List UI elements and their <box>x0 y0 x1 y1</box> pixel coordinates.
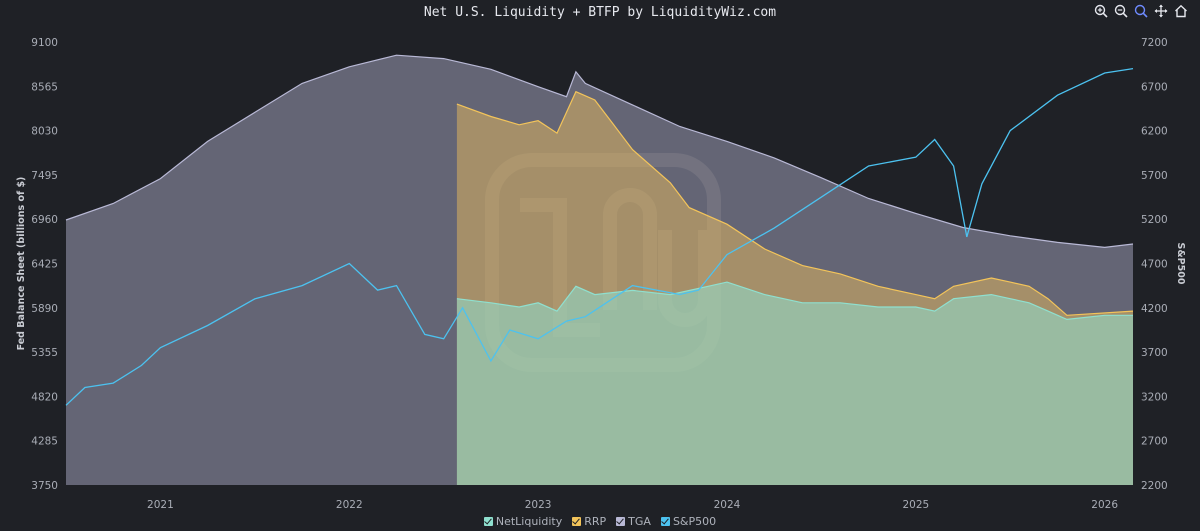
legend-checkbox-icon <box>660 517 670 526</box>
x-tick: 2023 <box>525 499 552 511</box>
chart-title: Net U.S. Liquidity + BTFP by LiquidityWi… <box>423 5 777 20</box>
chart-legend: NetLiquidity RRP TGA S&P500 <box>0 515 1200 528</box>
netliquidity-line <box>456 281 1133 321</box>
y-tick-right: 2200 <box>1141 480 1168 492</box>
y-tick-right: 4200 <box>1141 303 1168 315</box>
y-tick-left: 6425 <box>31 259 58 271</box>
legend-label: TGA <box>628 515 651 528</box>
x-tick: 2021 <box>147 499 174 511</box>
legend-item-s-p500[interactable]: S&P500 <box>660 515 717 528</box>
y-tick-left: 9100 <box>31 37 58 49</box>
y-tick-left: 5355 <box>31 347 58 359</box>
y-tick-right: 5700 <box>1141 170 1168 182</box>
tga-line <box>65 54 1134 249</box>
y-tick-right: 6700 <box>1141 81 1168 93</box>
y-axis-title-left: Fed Balance Sheet (billions of $) <box>16 177 27 351</box>
legend-item-netliquidity[interactable]: NetLiquidity <box>483 515 563 528</box>
y-tick-right: 3200 <box>1141 391 1168 403</box>
y-tick-right: 5200 <box>1141 214 1168 226</box>
y-tick-right: 7200 <box>1141 37 1168 49</box>
search-zoom-icon[interactable] <box>1134 3 1148 19</box>
x-tick: 2024 <box>714 499 741 511</box>
y-tick-left: 4285 <box>31 436 58 448</box>
x-tick: 2025 <box>902 499 929 511</box>
zoom-out-icon[interactable] <box>1114 3 1128 19</box>
y-tick-right: 2700 <box>1141 436 1168 448</box>
y-tick-left: 5890 <box>31 303 58 315</box>
y-tick-right: 6200 <box>1141 126 1168 138</box>
y-axis-title-right: S&P500 <box>1175 243 1186 285</box>
legend-label: RRP <box>584 515 607 528</box>
y-tick-left: 4820 <box>31 391 58 403</box>
chart-toolbar <box>1094 3 1188 19</box>
legend-checkbox-icon <box>616 517 626 526</box>
netliquidity-area <box>456 282 1133 485</box>
y-tick-right: 4700 <box>1141 259 1168 271</box>
legend-label: S&P500 <box>672 515 717 528</box>
legend-checkbox-icon <box>483 517 493 526</box>
legend-item-rrp[interactable]: RRP <box>572 515 606 528</box>
y-tick-left: 8565 <box>31 81 58 93</box>
legend-checkbox-icon <box>572 517 582 526</box>
zoom-in-icon[interactable] <box>1094 3 1108 19</box>
y-tick-left: 3750 <box>31 480 58 492</box>
legend-label: NetLiquidity <box>495 515 563 528</box>
home-icon[interactable] <box>1174 3 1188 19</box>
sp500-line <box>65 67 1134 406</box>
y-tick-right: 3700 <box>1141 347 1168 359</box>
rrp-line <box>456 90 1134 316</box>
x-tick: 2026 <box>1091 499 1118 511</box>
y-tick-left: 7495 <box>31 170 58 182</box>
legend-item-tga[interactable]: TGA <box>616 515 651 528</box>
y-tick-left: 6960 <box>31 214 58 226</box>
x-tick: 2022 <box>336 499 363 511</box>
y-tick-left: 8030 <box>31 126 58 138</box>
pan-icon[interactable] <box>1154 3 1168 19</box>
